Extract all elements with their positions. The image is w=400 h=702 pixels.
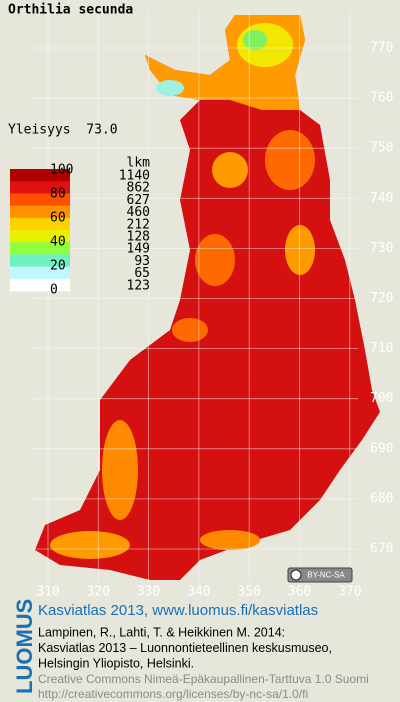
legend-scale-label: 40 bbox=[50, 235, 66, 250]
legend-swatch bbox=[10, 193, 70, 206]
northing-label: 740 bbox=[370, 191, 393, 206]
citation: Lampinen, R., Lahti, T. & Heikkinen M. 2… bbox=[38, 625, 332, 670]
species-title: Orthilia secunda bbox=[8, 3, 133, 18]
legend-scale-label: 0 bbox=[50, 283, 58, 298]
northing-label: 770 bbox=[370, 41, 393, 56]
legend-swatch bbox=[10, 217, 70, 231]
northing-label: 710 bbox=[370, 341, 393, 356]
license: Creative Commons Nimeä-Epäkaupallinen-Ta… bbox=[38, 672, 369, 701]
legend-scale-label: 100 bbox=[50, 163, 73, 178]
frequency: Yleisyys 73.0 bbox=[8, 123, 118, 138]
atlas-link[interactable]: Kasviatlas 2013, www.luomus.fi/kasviatla… bbox=[38, 602, 318, 619]
citation-line: Kasviatlas 2013 – Luonnontieteellinen ke… bbox=[38, 641, 332, 655]
patch bbox=[102, 420, 138, 520]
legend-swatch bbox=[10, 242, 70, 255]
legend-count: 65 bbox=[134, 266, 150, 281]
citation-line: Lampinen, R., Lahti, T. & Heikkinen M. 2… bbox=[38, 625, 285, 639]
northing-label: 720 bbox=[370, 291, 393, 306]
logo: LUOMUS bbox=[12, 599, 37, 694]
legend-count: 123 bbox=[127, 278, 150, 293]
northing-label: 700 bbox=[370, 391, 393, 406]
legend-swatch bbox=[10, 181, 70, 194]
legend-swatch bbox=[10, 254, 70, 267]
legend-count: 212 bbox=[127, 217, 150, 232]
badge-box bbox=[287, 567, 353, 583]
easting-label: 340 bbox=[187, 585, 210, 600]
patch bbox=[195, 234, 235, 286]
easting-label: 330 bbox=[137, 585, 160, 600]
legend-count: 149 bbox=[127, 242, 150, 257]
easting-label: 360 bbox=[288, 585, 311, 600]
legend-count: 862 bbox=[127, 181, 150, 196]
legend-scale-label: 60 bbox=[50, 211, 66, 226]
license-line: http://creativecommons.org/licenses/by-n… bbox=[38, 687, 308, 701]
legend-swatch bbox=[10, 205, 70, 219]
northing-label: 670 bbox=[370, 542, 393, 557]
legend-count: 460 bbox=[127, 205, 150, 220]
easting-label: 370 bbox=[338, 585, 361, 600]
patch bbox=[243, 30, 267, 50]
patch bbox=[172, 318, 208, 342]
northing-label: 680 bbox=[370, 491, 393, 506]
badge-text: BY-NC-SA bbox=[307, 571, 345, 580]
patch bbox=[50, 531, 130, 559]
license-line: Creative Commons Nimeä-Epäkaupallinen-Ta… bbox=[38, 672, 369, 686]
northing-label: 760 bbox=[370, 91, 393, 106]
easting-label: 310 bbox=[36, 585, 59, 600]
legend-count: 627 bbox=[127, 193, 150, 208]
grid: 770 760 750 740 730 720 710 700 690 680 670 310 320 3… bbox=[30, 10, 393, 600]
badge-icon bbox=[290, 569, 302, 581]
legend-scale-label: 80 bbox=[50, 187, 66, 202]
legend-count-header: lkm bbox=[127, 156, 151, 171]
license-badge: BY-NC-SA bbox=[287, 567, 353, 583]
legend-swatch bbox=[10, 278, 70, 292]
legend-swatch bbox=[10, 230, 70, 243]
northing-label: 730 bbox=[370, 241, 393, 256]
patch bbox=[265, 130, 315, 190]
legend-swatch bbox=[10, 266, 70, 280]
northing-label: 750 bbox=[370, 141, 393, 156]
legend-swatch bbox=[10, 169, 70, 182]
legend-scale-label: 20 bbox=[50, 259, 66, 274]
easting-label: 350 bbox=[237, 585, 260, 600]
legend-count: 93 bbox=[134, 254, 150, 269]
citation-line: Helsingin Yliopisto, Helsinki. bbox=[38, 656, 194, 670]
easting-label: 320 bbox=[87, 585, 110, 600]
legend-count: 1140 bbox=[119, 169, 150, 184]
legend-count: 128 bbox=[127, 230, 150, 245]
patch bbox=[212, 152, 248, 188]
patch bbox=[285, 225, 315, 275]
patch bbox=[156, 80, 184, 96]
patch bbox=[200, 530, 260, 550]
northing-label: 690 bbox=[370, 441, 393, 456]
